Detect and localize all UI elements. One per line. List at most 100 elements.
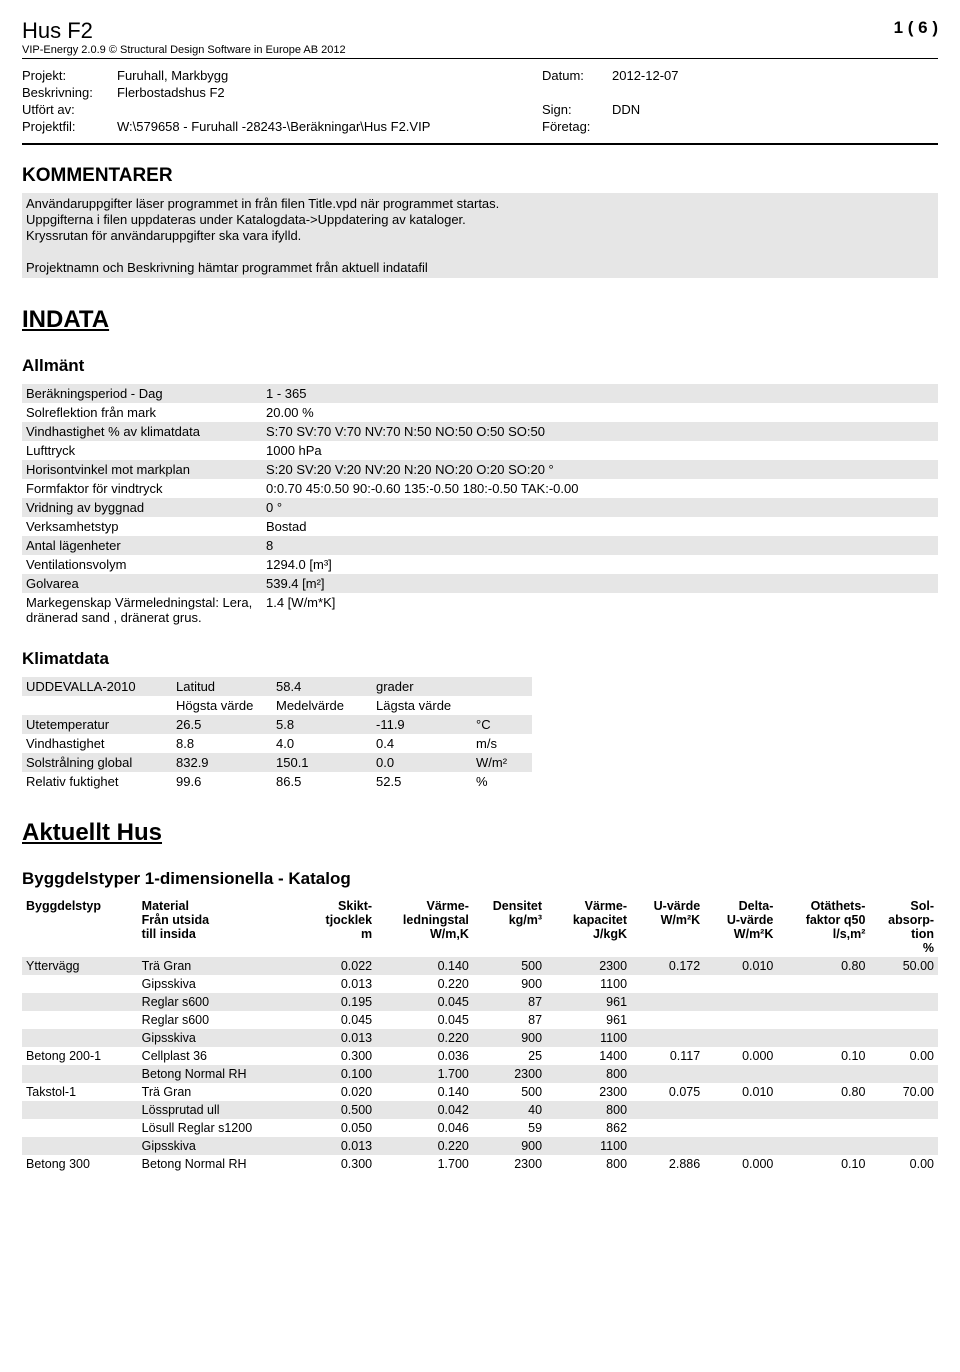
- bygg-cell: 0.045: [376, 993, 473, 1011]
- meta-value: W:\579658 - Furuhall -28243-\Beräkningar…: [117, 118, 542, 135]
- bygg-cell: [631, 993, 704, 1011]
- meta-value: Flerbostadshus F2: [117, 84, 542, 101]
- bygg-cell: 500: [473, 957, 546, 975]
- allmant-val: 8: [262, 536, 938, 555]
- klimat-col: Medelvärde: [272, 696, 372, 715]
- bygg-cell: [777, 1065, 869, 1083]
- bygg-cell: Reglar s600: [138, 993, 303, 1011]
- meta-value2: [612, 118, 938, 135]
- bygg-cell: 862: [546, 1119, 631, 1137]
- allmant-key: Vindhastighet % av klimatdata: [22, 422, 262, 441]
- comment-line: Projektnamn och Beskrivning hämtar progr…: [26, 260, 934, 275]
- bygg-cell: 0.140: [376, 1083, 473, 1101]
- bygg-cell: 0.036: [376, 1047, 473, 1065]
- allmant-val: 0 °: [262, 498, 938, 517]
- bygg-th: Värme-kapacitetJ/kgK: [546, 897, 631, 957]
- klimat-lat-unit: grader: [372, 677, 472, 696]
- bygg-cell: 87: [473, 1011, 546, 1029]
- bygg-th: Värme-ledningstalW/m,K: [376, 897, 473, 957]
- klimat-lat-val: 58.4: [272, 677, 372, 696]
- meta-label2: Sign:: [542, 101, 612, 118]
- bygg-cell: 59: [473, 1119, 546, 1137]
- bygg-cell: Lössprutad ull: [138, 1101, 303, 1119]
- klimat-cell: 99.6: [172, 772, 272, 791]
- allmant-val: 20.00 %: [262, 403, 938, 422]
- bygg-cell: 0.045: [376, 1011, 473, 1029]
- doc-title: Hus F2: [22, 18, 93, 44]
- allmant-val: 1.4 [W/m*K]: [262, 593, 938, 627]
- meta-label: Projekt:: [22, 67, 117, 84]
- bygg-cell: 2300: [546, 957, 631, 975]
- klimat-station: UDDEVALLA-2010: [22, 677, 172, 696]
- klimat-col: Högsta värde: [172, 696, 272, 715]
- bygg-cell: [869, 975, 938, 993]
- klimat-heading: Klimatdata: [22, 649, 938, 669]
- bygg-cell: 70.00: [869, 1083, 938, 1101]
- comment-line: [26, 244, 934, 259]
- klimat-cell: Relativ fuktighet: [22, 772, 172, 791]
- bygg-cell: 2300: [546, 1083, 631, 1101]
- bygg-cell: 0.000: [704, 1047, 777, 1065]
- bygg-cell: 0.117: [631, 1047, 704, 1065]
- allmant-key: Antal lägenheter: [22, 536, 262, 555]
- bygg-cell: 0.220: [376, 975, 473, 993]
- klimat-col: [22, 696, 172, 715]
- bygg-cell: 0.013: [303, 1029, 376, 1047]
- bygg-cell: 50.00: [869, 957, 938, 975]
- bygg-cell: [22, 1029, 138, 1047]
- bygg-cell: [22, 975, 138, 993]
- bygg-cell: 87: [473, 993, 546, 1011]
- bygg-cell: 40: [473, 1101, 546, 1119]
- bygg-cell: [704, 1011, 777, 1029]
- bygg-cell: 0.013: [303, 1137, 376, 1155]
- allmant-val: 1294.0 [m³]: [262, 555, 938, 574]
- bygg-cell: [631, 975, 704, 993]
- bygg-cell: [22, 1011, 138, 1029]
- bygg-cell: Reglar s600: [138, 1011, 303, 1029]
- klimat-cell: 0.0: [372, 753, 472, 772]
- bygg-cell: [869, 1029, 938, 1047]
- bygg-cell: 1400: [546, 1047, 631, 1065]
- bygg-cell: 0.10: [777, 1155, 869, 1173]
- bygg-cell: 0.046: [376, 1119, 473, 1137]
- klimat-table: UDDEVALLA-2010 Latitud 58.4 grader Högst…: [22, 677, 532, 791]
- bygg-cell: 800: [546, 1065, 631, 1083]
- allmant-val: 1 - 365: [262, 384, 938, 403]
- bygg-cell: [704, 1101, 777, 1119]
- meta-label2: [542, 84, 612, 101]
- hus-heading: Aktuellt Hus: [22, 819, 938, 847]
- bygg-cell: 1.700: [376, 1155, 473, 1173]
- allmant-table: Beräkningsperiod - Dag 1 - 365Solreflekt…: [22, 384, 938, 627]
- bygg-table: ByggdelstypMaterialFrån utsidatill insid…: [22, 897, 938, 1173]
- bygg-cell: 1100: [546, 975, 631, 993]
- allmant-val: S:20 SV:20 V:20 NV:20 N:20 NO:20 O:20 SO…: [262, 460, 938, 479]
- bygg-cell: [704, 1029, 777, 1047]
- bygg-cell: Trä Gran: [138, 957, 303, 975]
- divider-thick: [22, 143, 938, 145]
- klimat-cell: 4.0: [272, 734, 372, 753]
- meta-value: Furuhall, Markbygg: [117, 67, 542, 84]
- bygg-cell: 0.10: [777, 1047, 869, 1065]
- bygg-cell: Gipsskiva: [138, 1029, 303, 1047]
- allmant-key: Formfaktor för vindtryck: [22, 479, 262, 498]
- bygg-cell: 1100: [546, 1029, 631, 1047]
- bygg-cell: [631, 1029, 704, 1047]
- bygg-cell: [869, 1011, 938, 1029]
- bygg-th: Otäthets-faktor q50l/s,m²: [777, 897, 869, 957]
- bygg-cell: [22, 1101, 138, 1119]
- bygg-cell: Yttervägg: [22, 957, 138, 975]
- bygg-cell: 1100: [546, 1137, 631, 1155]
- meta-value2: DDN: [612, 101, 938, 118]
- bygg-cell: 0.042: [376, 1101, 473, 1119]
- allmant-key: Golvarea: [22, 574, 262, 593]
- bygg-cell: 500: [473, 1083, 546, 1101]
- bygg-cell: 0.00: [869, 1047, 938, 1065]
- allmant-val: 1000 hPa: [262, 441, 938, 460]
- bygg-cell: 800: [546, 1101, 631, 1119]
- bygg-cell: [777, 1011, 869, 1029]
- doc-subtitle: VIP-Energy 2.0.9 © Structural Design Sof…: [22, 44, 938, 56]
- klimat-cell: Solstrålning global: [22, 753, 172, 772]
- bygg-cell: 900: [473, 975, 546, 993]
- bygg-th: U-värdeW/m²K: [631, 897, 704, 957]
- meta-value2: 2012-12-07: [612, 67, 938, 84]
